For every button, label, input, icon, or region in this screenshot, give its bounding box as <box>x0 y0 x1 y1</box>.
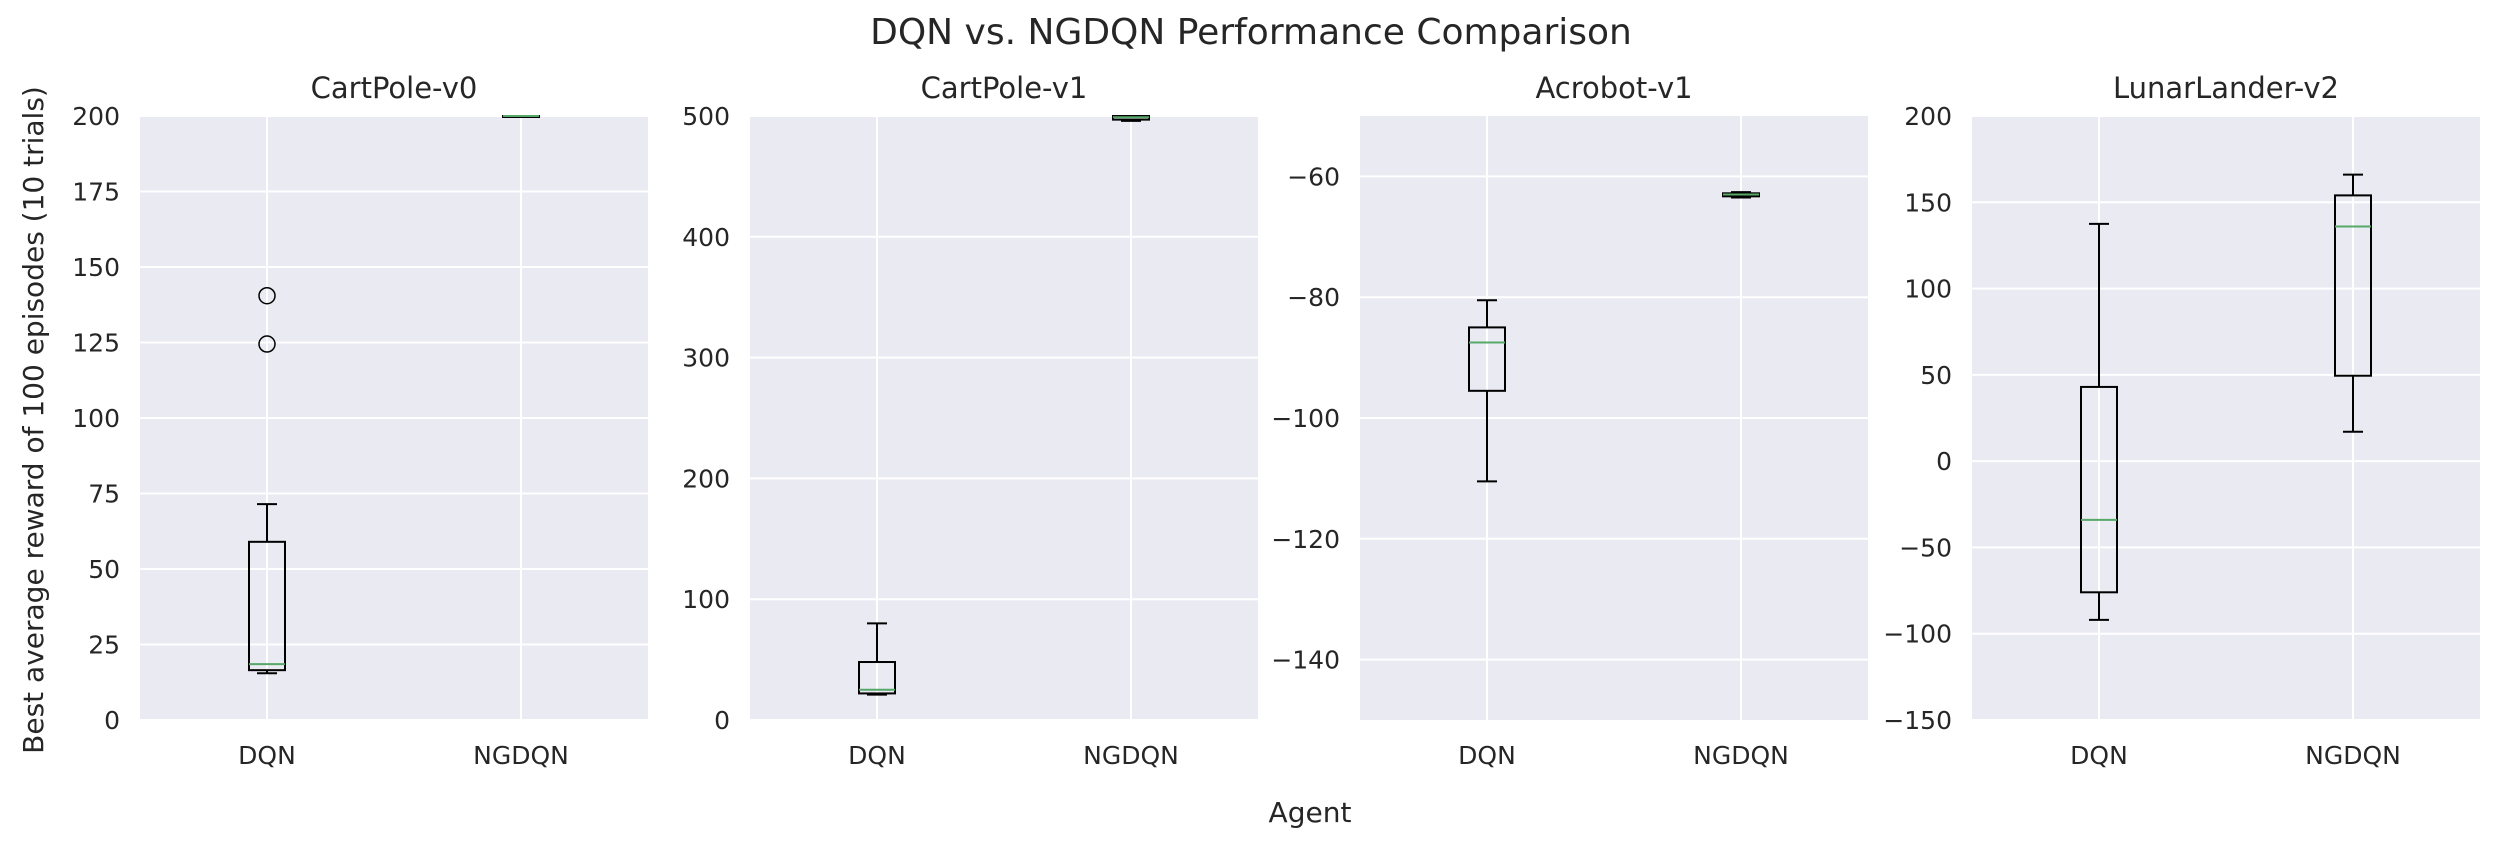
y-tick-label: 300 <box>682 344 730 373</box>
y-tick-label: 100 <box>72 404 120 433</box>
x-tick-label: NGDQN <box>473 741 569 770</box>
y-tick-label: 500 <box>682 102 730 131</box>
x-tick-label: NGDQN <box>1083 741 1179 770</box>
panel-4: −150 −100 −50 0 50 100 150 200 DQN NGDQN LunarLand… <box>1883 71 2480 770</box>
y-tick-label: −50 <box>1899 533 1952 562</box>
y-tick-label: 50 <box>1920 361 1952 390</box>
y-tick-label: −150 <box>1883 706 1952 735</box>
x-tick-label: NGDQN <box>1693 741 1789 770</box>
x-tick-label: DQN <box>848 741 906 770</box>
box-iqr <box>2334 194 2372 377</box>
y-tick-label: 400 <box>682 223 730 252</box>
box-iqr <box>248 540 286 672</box>
y-tick-label: 0 <box>104 706 120 735</box>
figure-title: DQN vs. NGDQN Performance Comparison <box>870 12 1632 53</box>
panel-3: −140 −120 −100 −80 −60 DQN NGDQN Acrobot-v1 <box>1271 71 1868 770</box>
y-tick-label: 0 <box>1936 447 1952 476</box>
panel-title: Acrobot-v1 <box>1535 71 1692 105</box>
y-tick-label: 50 <box>88 555 120 584</box>
y-tick-label: −80 <box>1287 283 1340 312</box>
x-axis-label: Agent <box>1269 796 1352 829</box>
box-iqr <box>1468 326 1506 392</box>
x-tick-label: NGDQN <box>2305 741 2401 770</box>
plot-area <box>1972 116 2480 720</box>
y-tick-label: 125 <box>72 329 120 358</box>
x-tick-label: DQN <box>238 741 296 770</box>
box-ngdqn <box>1112 115 1150 122</box>
box-dqn <box>2080 222 2118 621</box>
box-dqn <box>1468 299 1506 483</box>
chart-panels: 0 25 50 75 100 125 150 175 200 DQN NGDQN CartPole-v… <box>72 71 2480 770</box>
y-tick-label: −140 <box>1271 646 1340 675</box>
panel-2: 0 100 200 300 400 500 DQN NGDQN CartPole-v1 <box>682 71 1258 770</box>
panel-title: CartPole-v1 <box>921 71 1088 105</box>
y-tick-label: −60 <box>1287 162 1340 191</box>
box-ngdqn <box>2334 173 2372 433</box>
y-tick-label: 175 <box>72 178 120 207</box>
y-axis-label: Best average reward of 100 episodes (10 … <box>17 86 50 754</box>
y-tick-label: 100 <box>1904 275 1952 304</box>
box-iqr <box>2080 385 2118 594</box>
y-tick-label: 75 <box>88 480 120 509</box>
y-tick-label: 150 <box>1904 188 1952 217</box>
box-ngdqn <box>1722 191 1760 199</box>
box-iqr <box>858 661 896 695</box>
y-tick-label: 100 <box>682 585 730 614</box>
y-tick-label: −100 <box>1271 404 1340 433</box>
box-dqn <box>858 622 896 696</box>
plot-area <box>750 116 1258 720</box>
panel-title: LunarLander-v2 <box>2113 71 2339 105</box>
y-tick-label: −100 <box>1883 620 1952 649</box>
y-tick-label: 200 <box>682 464 730 493</box>
box-dqn <box>248 286 286 675</box>
outlier-point <box>258 286 276 305</box>
y-tick-label: 150 <box>72 253 120 282</box>
box-ngdqn <box>502 115 540 118</box>
x-tick-label: DQN <box>1458 741 1516 770</box>
y-tick-label: 200 <box>1904 102 1952 131</box>
outlier-point <box>258 335 276 353</box>
y-tick-label: −120 <box>1271 525 1340 554</box>
x-tick-label: DQN <box>2070 741 2128 770</box>
y-tick-label: 200 <box>72 102 120 131</box>
panel-1: 0 25 50 75 100 125 150 175 200 DQN NGDQN CartPole-v… <box>72 71 648 770</box>
y-tick-label: 25 <box>88 631 120 660</box>
y-tick-label: 0 <box>714 706 730 735</box>
panel-title: CartPole-v0 <box>311 71 478 105</box>
